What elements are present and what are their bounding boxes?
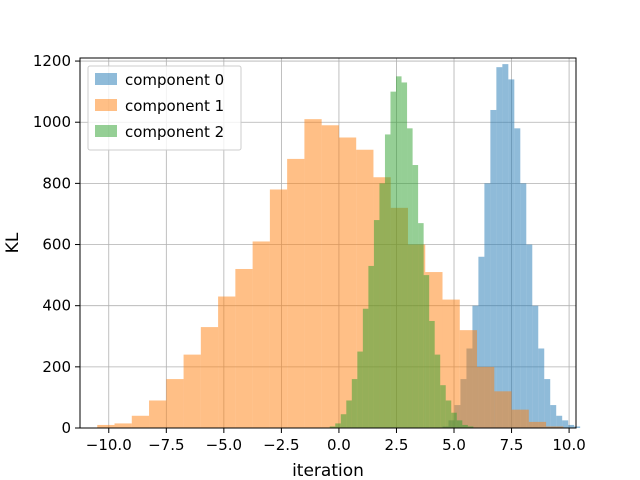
y-axis-label: KL bbox=[3, 232, 23, 253]
histogram-bar bbox=[528, 421, 547, 428]
histogram-bar bbox=[335, 423, 341, 428]
histogram-bar bbox=[538, 348, 545, 428]
histogram-bar bbox=[478, 256, 485, 428]
histogram-bar bbox=[508, 79, 515, 428]
legend-swatch-component-1 bbox=[95, 99, 117, 111]
histogram-bar bbox=[556, 415, 563, 428]
histogram-bar bbox=[477, 366, 495, 428]
histogram-bar bbox=[546, 426, 564, 428]
histogram-bar bbox=[434, 354, 441, 428]
histogram-bar bbox=[526, 244, 533, 428]
histogram-bar bbox=[514, 128, 521, 429]
bars bbox=[97, 64, 581, 429]
y-tick-label: 1000 bbox=[33, 113, 71, 131]
histogram-bar bbox=[451, 412, 457, 428]
histogram-bar bbox=[418, 223, 424, 428]
histogram-bar bbox=[494, 391, 512, 428]
histogram-bar bbox=[442, 299, 460, 428]
legend-swatch-component-2 bbox=[95, 125, 117, 137]
histogram-bar bbox=[269, 189, 288, 428]
legend: component 0 component 1 component 2 bbox=[87, 65, 242, 151]
x-tick-label: 0.0 bbox=[327, 436, 351, 454]
histogram-bar bbox=[351, 379, 358, 428]
histogram-bar bbox=[456, 420, 463, 428]
histogram-bar bbox=[304, 119, 322, 428]
histogram-bar bbox=[502, 64, 509, 429]
histogram-bar bbox=[484, 183, 491, 428]
histogram-bar bbox=[200, 327, 219, 428]
y-tick-label: 0 bbox=[61, 419, 71, 437]
histogram-bar bbox=[97, 424, 115, 428]
y-tick-label: 1200 bbox=[33, 52, 71, 70]
x-tick-label: −2.5 bbox=[263, 436, 299, 454]
x-tick-label: 7.5 bbox=[500, 436, 524, 454]
x-tick-label: −10.0 bbox=[86, 436, 132, 454]
histogram-bar bbox=[321, 125, 339, 428]
histogram-bar bbox=[149, 400, 167, 428]
histogram-bar bbox=[131, 415, 150, 428]
legend-label-component-2: component 2 bbox=[125, 123, 224, 141]
histogram-bar bbox=[568, 424, 575, 428]
histogram-bar bbox=[373, 220, 380, 428]
y-axis-ticks: 0 200 400 600 800 1000 1200 bbox=[33, 52, 80, 437]
histogram-bar bbox=[390, 91, 397, 429]
legend-label-component-1: component 1 bbox=[125, 97, 224, 115]
x-tick-label: −7.5 bbox=[148, 436, 184, 454]
histogram-bar bbox=[429, 320, 435, 428]
y-tick-label: 200 bbox=[42, 358, 71, 376]
histogram-bar bbox=[340, 414, 347, 428]
histogram-bar bbox=[384, 134, 391, 428]
histogram-bar bbox=[462, 424, 468, 428]
legend-swatch-component-0 bbox=[95, 73, 117, 85]
x-axis-ticks: −10.0 −7.5 −5.0 −2.5 0.0 2.5 5.0 7.5 10.0 bbox=[86, 428, 586, 454]
histogram-bar bbox=[166, 379, 184, 428]
histogram-bar bbox=[287, 158, 305, 428]
x-axis-label: iteration bbox=[292, 461, 364, 480]
y-tick-label: 600 bbox=[42, 236, 71, 254]
legend-frame bbox=[87, 65, 242, 151]
histogram-bar bbox=[412, 165, 419, 429]
histogram-bar bbox=[520, 183, 527, 428]
histogram-bar bbox=[338, 137, 357, 428]
plot-frame bbox=[79, 57, 577, 429]
histogram-bar bbox=[467, 426, 474, 428]
histogram-bar bbox=[329, 426, 336, 428]
histogram-bar bbox=[235, 268, 253, 428]
histogram-bar bbox=[183, 354, 201, 428]
histogram-bar bbox=[496, 67, 503, 428]
x-tick-label: 2.5 bbox=[385, 436, 409, 454]
histogram-bar bbox=[562, 420, 569, 428]
histogram-bar bbox=[407, 128, 413, 429]
histogram-bar bbox=[511, 409, 529, 428]
series-component-2 bbox=[329, 76, 474, 429]
histogram-bar bbox=[544, 379, 551, 428]
x-tick-label: 10.0 bbox=[552, 436, 585, 454]
histogram-bar bbox=[357, 351, 363, 428]
histogram-bar bbox=[114, 423, 132, 428]
histogram-bar bbox=[218, 296, 236, 428]
y-tick-label: 800 bbox=[42, 174, 71, 192]
histogram-bar bbox=[362, 308, 369, 428]
y-tick-label: 400 bbox=[42, 297, 71, 315]
x-tick-label: 5.0 bbox=[442, 436, 466, 454]
histogram-bar bbox=[346, 400, 352, 428]
histogram-bar bbox=[396, 76, 402, 428]
histogram-bar bbox=[532, 305, 539, 428]
histogram-bar bbox=[490, 109, 497, 429]
histogram-bar bbox=[574, 426, 581, 428]
histogram-bar bbox=[379, 183, 385, 428]
histogram-bar bbox=[445, 400, 452, 428]
legend-label-component-0: component 0 bbox=[125, 71, 224, 89]
histogram-bar bbox=[440, 385, 446, 428]
x-tick-label: −5.0 bbox=[206, 436, 242, 454]
histogram-bar bbox=[550, 405, 557, 428]
histogram-bar bbox=[401, 82, 408, 429]
histogram-bar bbox=[368, 265, 374, 428]
histogram-bar bbox=[459, 330, 478, 428]
histogram-bar bbox=[252, 241, 270, 428]
histogram-bar bbox=[423, 275, 430, 428]
